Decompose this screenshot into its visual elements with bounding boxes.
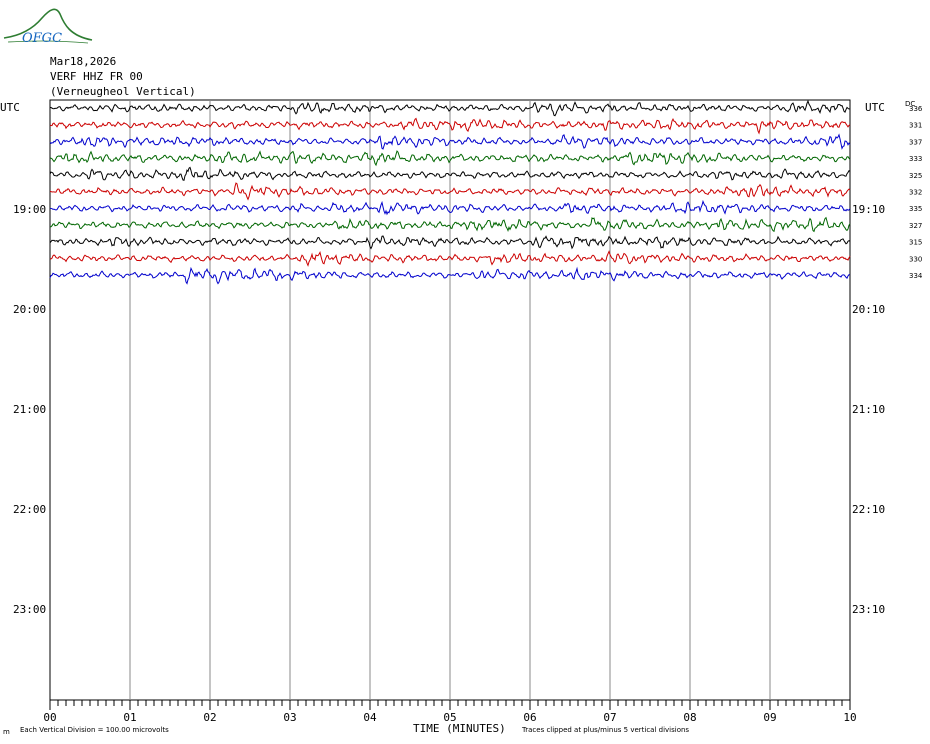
dc-value: 333 — [909, 155, 922, 163]
vertical-division-note: Each Vertical Division = 100.00 microvol… — [20, 726, 169, 734]
right-hour-label: 21:10 — [852, 403, 885, 416]
trace-line — [49, 250, 851, 267]
right-utc-label: UTC — [865, 101, 885, 114]
x-tick-label: 03 — [283, 711, 296, 724]
date-label: Mar18,2026 — [50, 55, 117, 68]
x-tick-label: 04 — [363, 711, 377, 724]
dc-value: 334 — [909, 272, 923, 280]
dc-header: DC — [905, 100, 915, 108]
left-hour-label: 20:00 — [13, 303, 46, 316]
right-hour-label: 23:10 — [852, 603, 885, 616]
dc-value: 327 — [909, 222, 922, 230]
left-hour-label: 21:00 — [13, 403, 46, 416]
trace-line — [49, 182, 851, 201]
trace-line — [49, 166, 851, 181]
dc-value: 325 — [909, 172, 922, 180]
seismic-traces — [49, 99, 851, 285]
dc-value: 331 — [909, 122, 922, 130]
dc-value: 337 — [909, 138, 922, 146]
dc-value: 335 — [909, 205, 922, 213]
right-hour-label: 19:10 — [852, 203, 885, 216]
x-tick-label: 09 — [763, 711, 776, 724]
x-tick-label: 02 — [203, 711, 216, 724]
right-hour-label: 22:10 — [852, 503, 885, 516]
x-tick-label: 06 — [523, 711, 536, 724]
left-hour-label: 22:00 — [13, 503, 46, 516]
hour-labels: 19:00 20:00 21:00 22:00 23:00 19:10 20:10 21:10… — [13, 203, 885, 616]
trace-line — [49, 235, 851, 250]
right-hour-label: 20:10 — [852, 303, 885, 316]
dc-value: 332 — [909, 189, 922, 197]
station-label: VERF HHZ FR 00 — [50, 70, 143, 83]
x-tick-label: 08 — [683, 711, 696, 724]
trace-line — [49, 266, 851, 285]
time-ticks: 00 01 02 03 04 05 06 07 08 09 10 — [43, 700, 857, 724]
dc-value: 336 — [909, 105, 923, 113]
left-hour-label: 19:00 — [13, 203, 46, 216]
dc-value: 330 — [909, 255, 922, 263]
x-axis-title: TIME (MINUTES) — [413, 722, 506, 735]
dc-labels: 336 331 337 333 325 332 335 327 315 330 334 — [909, 105, 923, 280]
trace-line — [49, 199, 851, 216]
corner-mark: m — [3, 728, 10, 736]
trace-line — [49, 117, 851, 135]
trace-line — [49, 216, 851, 233]
x-tick-label: 10 — [843, 711, 856, 724]
ofgc-logo: OFGC — [3, 8, 93, 46]
logo-text: OFGC — [22, 31, 62, 46]
trace-line — [49, 150, 851, 167]
location-label: (Verneugheol Vertical) — [50, 85, 196, 98]
left-hour-label: 23:00 — [13, 603, 46, 616]
x-tick-label: 05 — [443, 711, 456, 724]
x-tick-label: 01 — [123, 711, 136, 724]
x-tick-label: 00 — [43, 711, 56, 724]
trace-line — [49, 133, 851, 150]
clipping-note: Traces clipped at plus/minus 5 vertical … — [521, 726, 689, 734]
minute-grid — [129, 100, 771, 700]
left-utc-label: UTC — [0, 101, 20, 114]
dc-value: 315 — [909, 239, 922, 247]
trace-line — [49, 99, 851, 117]
x-tick-label: 07 — [603, 711, 616, 724]
